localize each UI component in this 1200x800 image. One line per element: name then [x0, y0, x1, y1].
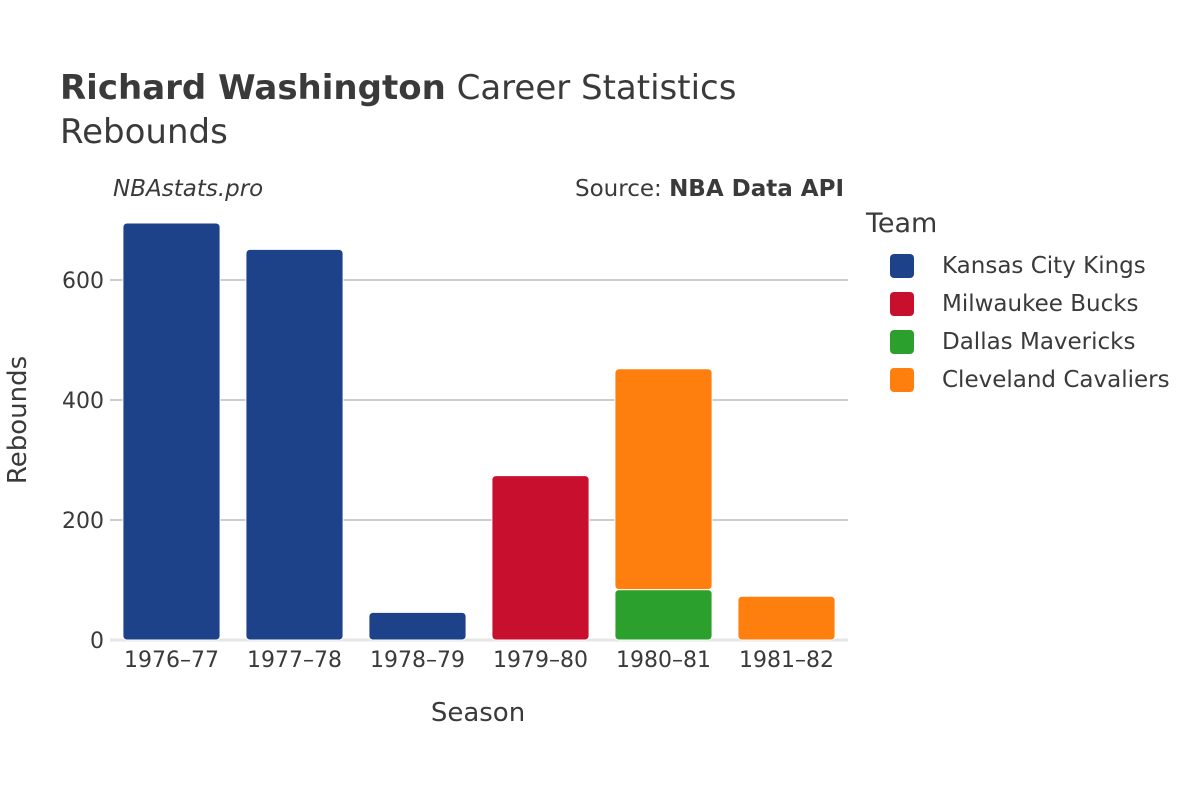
- x-tick-label: 1981–82: [739, 648, 834, 673]
- legend-label: Cleveland Cavaliers: [942, 367, 1170, 393]
- legend-item[interactable]: Kansas City Kings: [866, 247, 1170, 285]
- y-axis-ticks: 0 200 400 600: [62, 269, 104, 654]
- x-tick-label: 1979–80: [493, 648, 588, 673]
- source-credit: Source: NBA Data API: [575, 176, 844, 202]
- legend-label: Dallas Mavericks: [942, 329, 1136, 355]
- y-tick-label: 400: [62, 389, 104, 414]
- legend-title: Team: [866, 208, 938, 239]
- bars: [122, 222, 836, 641]
- bar-1978–79-kansas-city-kings: [368, 611, 467, 641]
- legend-swatch: [890, 254, 914, 278]
- source-prefix: Source:: [575, 176, 670, 202]
- x-tick-label: 1976–77: [124, 648, 219, 673]
- bar-1980–81-dallas-mavericks: [614, 589, 713, 641]
- legend-swatch: [890, 368, 914, 392]
- title-player-name: Richard Washington: [60, 68, 446, 108]
- legend-item[interactable]: Milwaukee Bucks: [866, 285, 1170, 323]
- legend: Team Kansas City Kings Milwaukee Bucks Dal…: [866, 208, 1170, 399]
- watermark: NBAstats.pro: [113, 176, 264, 202]
- source-name: NBA Data API: [669, 176, 844, 202]
- title-suffix: Career Statistics: [445, 68, 737, 108]
- legend-item[interactable]: Dallas Mavericks: [866, 323, 1170, 361]
- chart-subtitle: Rebounds: [60, 112, 228, 152]
- y-tick-label: 600: [62, 269, 104, 294]
- y-tick-label: 0: [90, 629, 104, 654]
- y-tick-label: 200: [62, 509, 104, 534]
- bar-1976–77-kansas-city-kings: [122, 222, 221, 641]
- y-axis-title: Rebounds: [3, 356, 33, 484]
- legend-swatch: [890, 330, 914, 354]
- bar-1979–80-milwaukee-bucks: [491, 475, 590, 641]
- x-axis-ticks: 1976–77 1977–78 1978–79 1979–80 1980–81 1981–…: [124, 648, 834, 673]
- x-axis-title: Season: [431, 698, 525, 728]
- legend-items: Kansas City Kings Milwaukee Bucks Dallas M…: [866, 247, 1170, 399]
- legend-item[interactable]: Cleveland Cavaliers: [866, 361, 1170, 399]
- legend-label: Milwaukee Bucks: [942, 291, 1139, 317]
- x-tick-label: 1978–79: [370, 648, 465, 673]
- chart-title: Richard Washington Career Statistics Reb…: [60, 66, 736, 154]
- x-tick-label: 1977–78: [247, 648, 342, 673]
- legend-label: Kansas City Kings: [942, 253, 1146, 279]
- x-tick-label: 1980–81: [616, 648, 711, 673]
- legend-swatch: [890, 292, 914, 316]
- bar-1977–78-kansas-city-kings: [245, 248, 344, 641]
- bar-1981–82-cleveland-cavaliers: [737, 595, 836, 641]
- gridlines: [110, 279, 848, 642]
- bar-1980–81-cleveland-cavaliers: [614, 368, 713, 591]
